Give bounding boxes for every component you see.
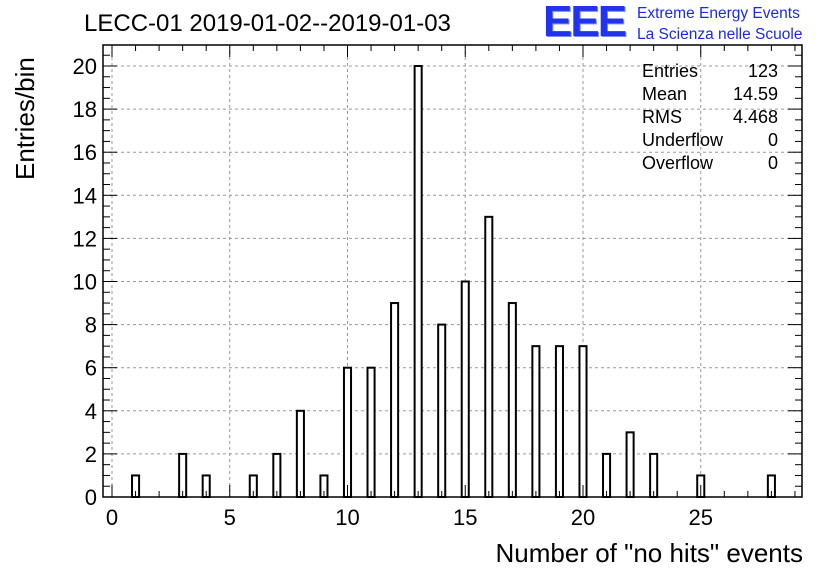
y-tick-label: 0 [85,485,97,510]
y-tick-label: 18 [73,97,97,122]
plot-frame [102,44,803,498]
eee-logo-mark: EEE [543,0,627,46]
tick-labels: 0 5 10 15 20 25 0 2 4 6 8 10 12 14 16 18 20 [73,54,713,530]
stat-entries-label: Entries [642,61,699,81]
stat-entries: Entries 123 [642,60,778,83]
y-tick-label: 4 [85,399,97,424]
x-axis-label: Number of "no hits" events [495,538,804,568]
stat-mean-value: 14.59 [732,84,778,104]
stat-overflow-label: Overflow [642,153,714,173]
histogram-bar [578,345,588,498]
logo-line-1: Extreme Energy Events [637,5,800,22]
y-tick-label: 8 [85,313,97,338]
stat-mean: Mean 14.59 [642,83,778,106]
histogram-bar [625,431,635,499]
stat-overflow: Overflow 0 [642,152,778,175]
eee-logo: EEE Extreme Energy Events La Scienza nel… [543,0,833,46]
x-tick-label: 25 [689,505,713,530]
stat-rms: RMS 4.468 [642,106,778,129]
axis-ticks [103,45,802,497]
x-tick-label: 15 [453,505,477,530]
stat-underflow-label: Underflow [642,130,724,150]
y-axis-label: Entries/bin [10,57,40,180]
grid-lines [103,45,802,497]
y-tick-label: 6 [85,356,97,381]
x-tick-label: 10 [335,505,359,530]
y-tick-label: 14 [73,183,97,208]
y-tick-label: 20 [73,54,97,79]
histogram-bar [649,452,659,498]
histogram-bar [507,302,517,498]
stat-mean-label: Mean [642,84,688,104]
y-tick-label: 2 [85,442,97,467]
x-tick-label: 20 [571,505,595,530]
y-tick-label: 16 [73,140,97,165]
histogram-bar [295,409,305,498]
histogram-bar [531,345,541,498]
stat-underflow-value: 0 [767,130,778,150]
histogram-bar [272,452,282,498]
histogram-bar [342,366,353,499]
histogram-bar [484,215,494,498]
histogram-bars [131,65,776,499]
stats-box: Entries 123 Mean 14.59 RMS 4.468 Underfl… [642,60,778,175]
logo-line-2: La Scienza nelle Scuole [637,26,803,43]
histogram-bar [554,345,564,498]
stat-overflow-value: 0 [767,153,778,173]
x-tick-label: 5 [224,505,236,530]
stat-entries-value: 123 [747,61,778,81]
histogram-bar [390,302,400,498]
x-tick-label: 0 [106,505,118,530]
histogram-bar [366,366,376,499]
y-tick-label: 10 [73,270,97,295]
histogram-bar [602,452,612,498]
histogram-bar [178,452,188,498]
histogram-bar [413,65,423,498]
histogram-bar [437,323,447,498]
stat-rms-value: 4.468 [732,107,778,127]
histogram-bar [460,280,470,498]
stat-rms-label: RMS [642,107,682,127]
stat-underflow: Underflow 0 [642,129,778,152]
y-tick-label: 12 [73,226,97,251]
chart-title: LECC-01 2019-01-02--2019-01-03 [84,10,451,37]
